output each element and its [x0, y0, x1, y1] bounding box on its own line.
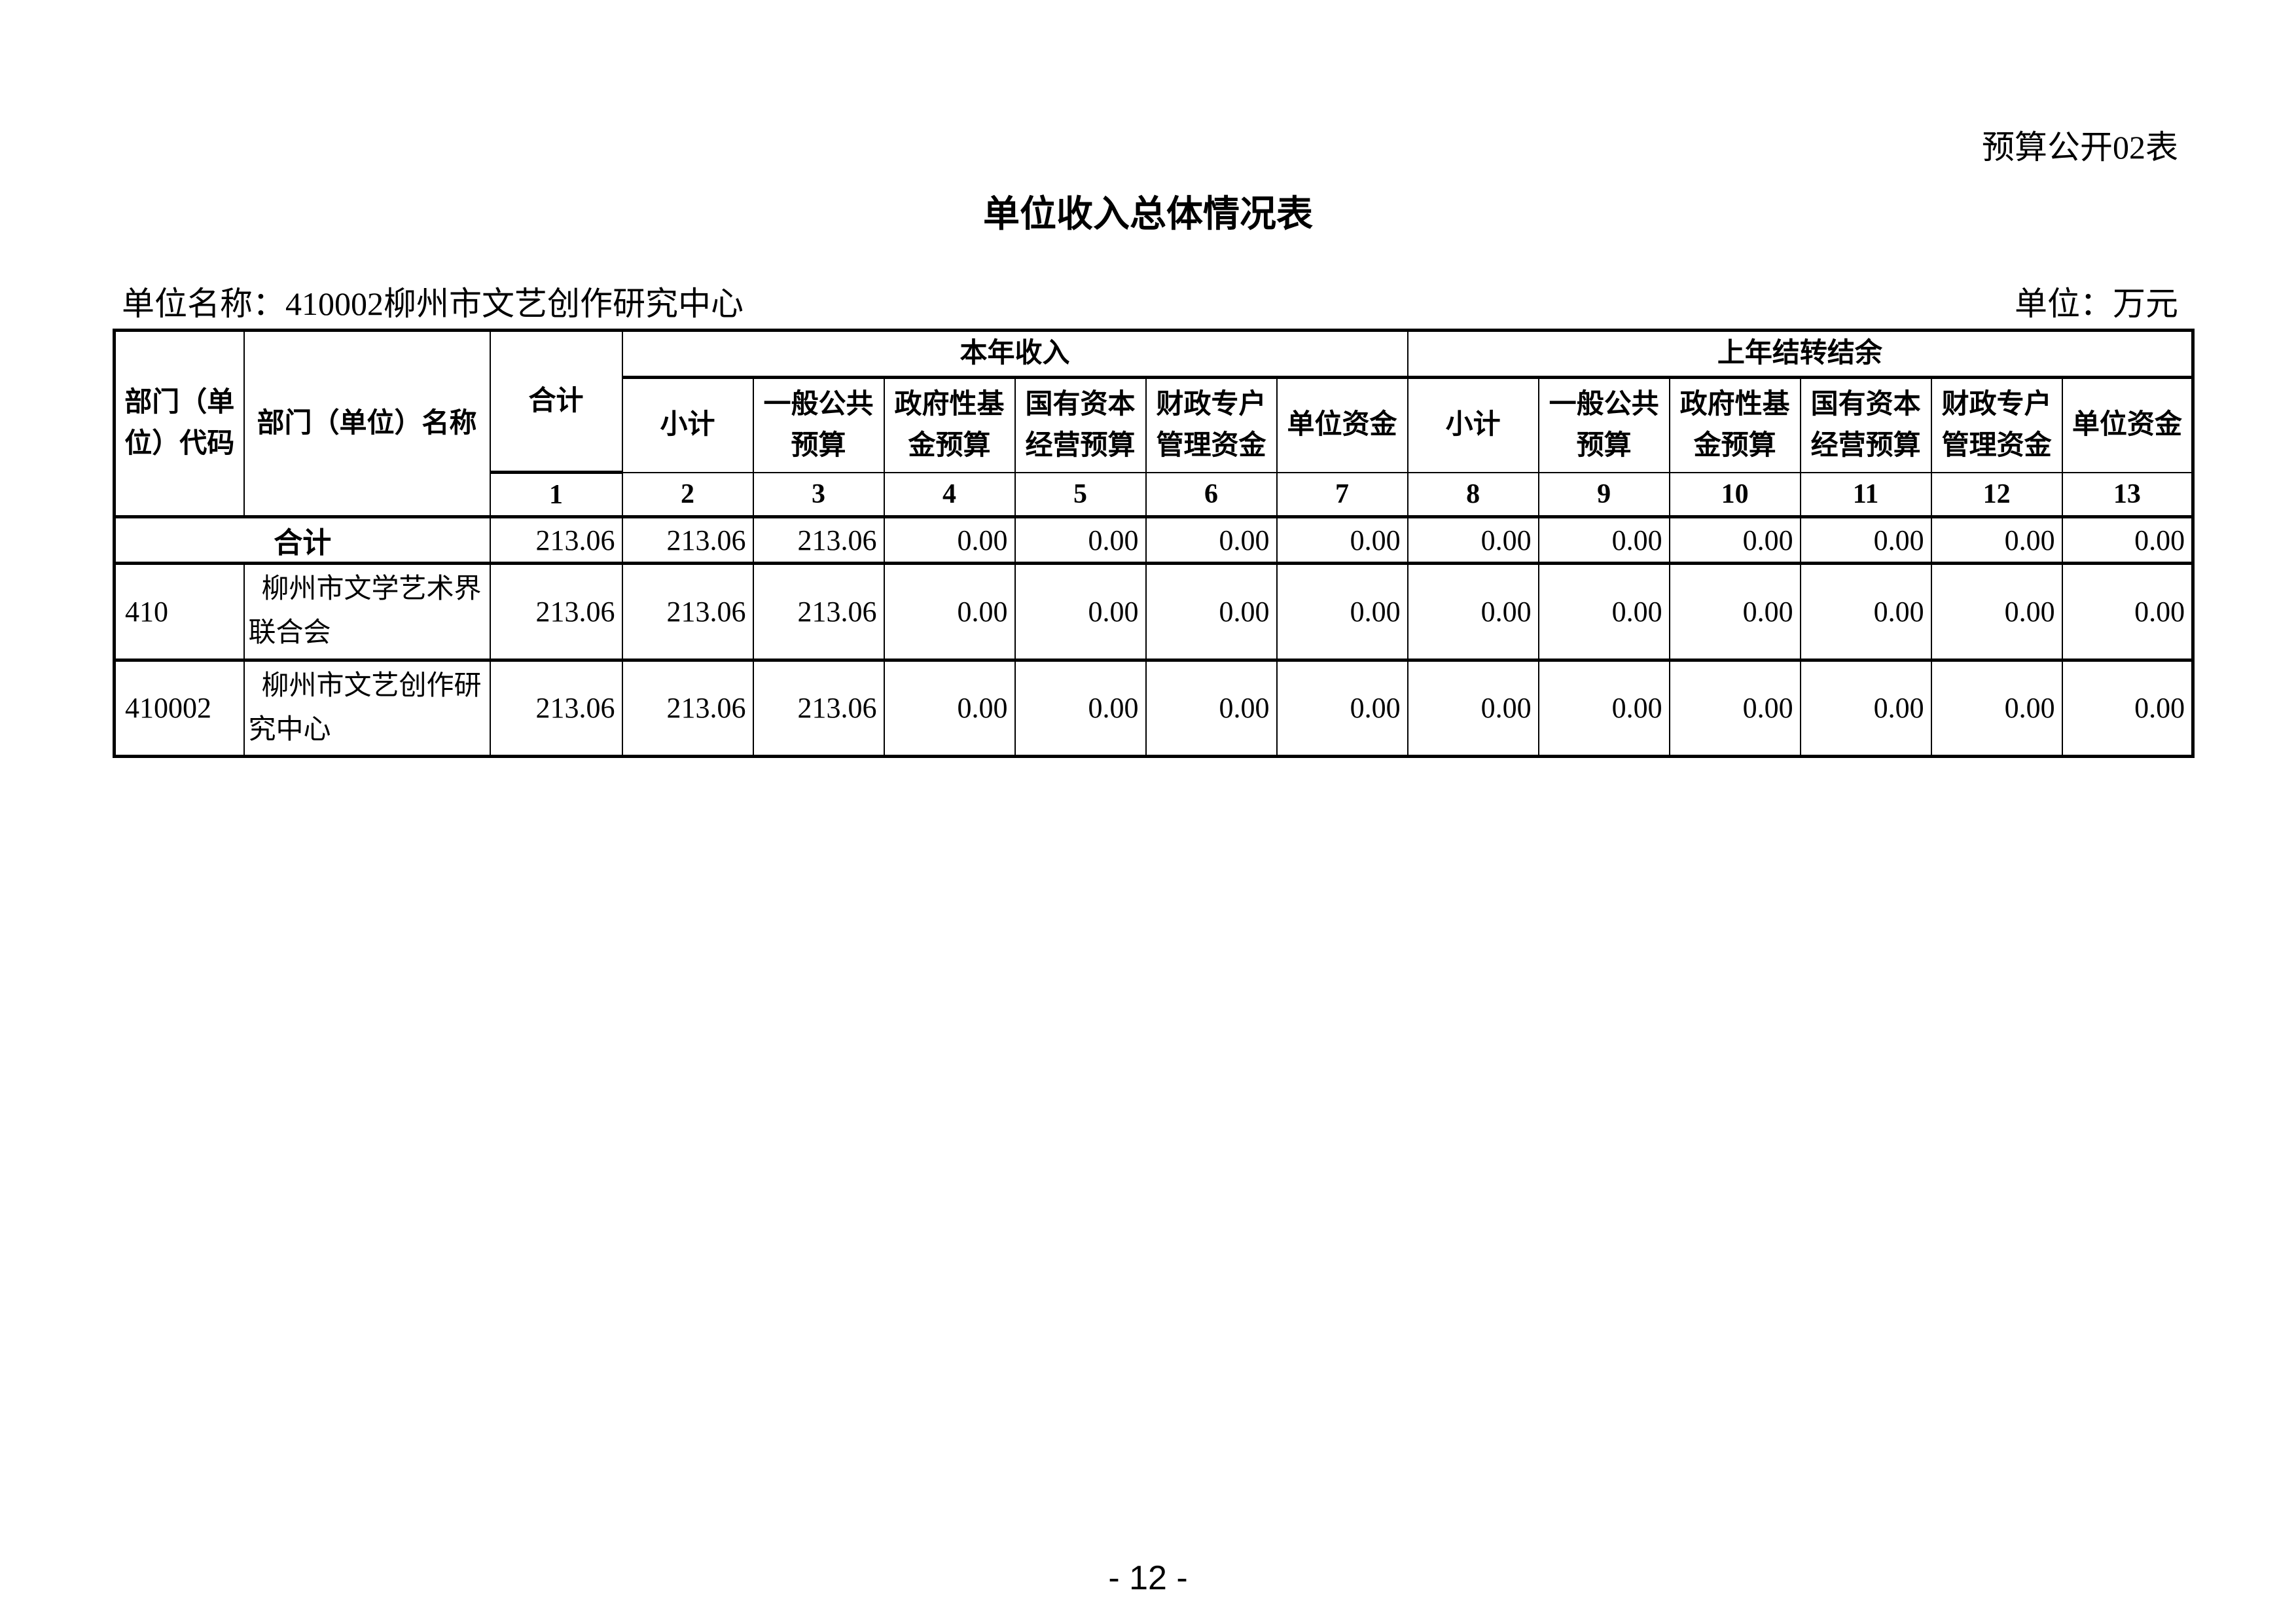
header-subcolumn-co-state-capital: 国有资本经营预算 [1799, 376, 1932, 473]
cell-value: 0.00 [2061, 562, 2194, 662]
column-number-cell: 10 [1668, 471, 1801, 519]
column-number-cell: 3 [752, 471, 885, 519]
column-number-cell: 9 [1537, 471, 1670, 519]
page-number: - 12 - [1108, 1559, 1188, 1597]
cell-value: 0.00 [883, 516, 1016, 566]
column-number-cell: 13 [2061, 471, 2194, 519]
cell-value: 0.00 [1537, 562, 1670, 662]
cell-value: 0.00 [1668, 659, 1801, 758]
table-row-total: 合计 213.06 213.06 213.06 0.00 0.00 0.00 0… [113, 516, 2194, 566]
cell-value: 0.00 [1537, 516, 1670, 566]
cell-value: 213.06 [489, 659, 623, 758]
cell-value: 0.00 [1407, 562, 1539, 662]
cell-value: 0.00 [2061, 516, 2194, 566]
cell-value: 0.00 [1145, 562, 1278, 662]
cell-value: 213.06 [621, 659, 754, 758]
column-number-cell: 11 [1799, 471, 1932, 519]
cell-value: 0.00 [1145, 516, 1278, 566]
cell-value: 0.00 [883, 562, 1016, 662]
cell-value: 213.06 [621, 516, 754, 566]
cell-value: 0.00 [1407, 659, 1539, 758]
cell-value: 0.00 [1799, 562, 1932, 662]
table-row: 410 柳州市文学艺术界联合会 213.06 213.06 213.06 0.0… [113, 562, 2194, 662]
header-subcolumn-co-gov-fund: 政府性基金预算 [1668, 376, 1801, 473]
column-number-cell: 12 [1930, 471, 2063, 519]
cell-value: 0.00 [1799, 659, 1932, 758]
cell-value: 0.00 [1668, 516, 1801, 566]
header-subcolumn-co-subtotal: 小计 [1407, 376, 1539, 473]
header-group-current-year: 本年收入 [621, 329, 1408, 380]
cell-value: 0.00 [1014, 659, 1147, 758]
header-total-column: 合计 [489, 329, 623, 475]
header-subcolumn-cy-state-capital: 国有资本经营预算 [1014, 376, 1147, 473]
cell-value: 0.00 [1014, 562, 1147, 662]
cell-value: 0.00 [1276, 516, 1408, 566]
cell-name: 柳州市文艺创作研究中心 [243, 659, 491, 758]
cell-value: 0.00 [1668, 562, 1801, 662]
cell-value: 0.00 [1276, 562, 1408, 662]
meta-row: 单位名称：410002柳州市文艺创作研究中心 单位：万元 [122, 284, 2178, 323]
header-code-column: 部门（单位）代码 [113, 329, 245, 519]
cell-value: 0.00 [1407, 516, 1539, 566]
row-total-label: 合计 [113, 516, 491, 566]
cell-value: 0.00 [1799, 516, 1932, 566]
cell-value: 0.00 [1930, 562, 2063, 662]
cell-value: 0.00 [1930, 659, 2063, 758]
column-number-cell: 1 [489, 471, 623, 519]
column-number-cell: 2 [621, 471, 754, 519]
header-subcolumn-cy-gov-fund: 政府性基金预算 [883, 376, 1016, 473]
column-number-cell: 5 [1014, 471, 1147, 519]
cell-value: 0.00 [1930, 516, 2063, 566]
header-subcolumn-co-fiscal-account: 财政专户管理资金 [1930, 376, 2063, 473]
cell-value: 213.06 [489, 562, 623, 662]
column-number-cell: 7 [1276, 471, 1408, 519]
cell-value: 213.06 [752, 562, 885, 662]
header-subcolumn-cy-general-budget: 一般公共预算 [752, 376, 885, 473]
cell-code: 410002 [113, 659, 245, 758]
cell-name: 柳州市文学艺术界联合会 [243, 562, 491, 662]
cell-value: 213.06 [752, 516, 885, 566]
header-group-carryover: 上年结转结余 [1407, 329, 2194, 380]
column-number-cell: 4 [883, 471, 1016, 519]
header-subcolumn-co-unit-funds: 单位资金 [2061, 376, 2194, 473]
header-subcolumn-cy-fiscal-account: 财政专户管理资金 [1145, 376, 1278, 473]
header-name-column: 部门（单位）名称 [243, 329, 491, 519]
unit-measure: 单位：万元 [2015, 285, 2178, 323]
cell-code: 410 [113, 562, 245, 662]
doc-label: 预算公开02表 [1982, 129, 2178, 166]
cell-value: 213.06 [621, 562, 754, 662]
cell-value: 213.06 [752, 659, 885, 758]
cell-value: 0.00 [1145, 659, 1278, 758]
column-number-cell: 6 [1145, 471, 1278, 519]
page-title: 单位收入总体情况表 [983, 194, 1313, 235]
cell-value: 0.00 [1014, 516, 1147, 566]
table-row: 410002 柳州市文艺创作研究中心 213.06 213.06 213.06 … [113, 659, 2194, 758]
cell-value: 213.06 [489, 516, 623, 566]
header-subcolumn-cy-subtotal: 小计 [621, 376, 754, 473]
cell-value: 0.00 [1276, 659, 1408, 758]
cell-value: 0.00 [883, 659, 1016, 758]
income-table: 部门（单位）代码 部门（单位）名称 合计 本年收入 上年结转结余 小计 一般公共… [113, 329, 2195, 758]
column-number-cell: 8 [1407, 471, 1539, 519]
header-subcolumn-cy-unit-funds: 单位资金 [1276, 376, 1408, 473]
header-subcolumn-co-general-budget: 一般公共预算 [1537, 376, 1670, 473]
cell-value: 0.00 [1537, 659, 1670, 758]
cell-value: 0.00 [2061, 659, 2194, 758]
unit-name: 单位名称：410002柳州市文艺创作研究中心 [122, 285, 744, 323]
